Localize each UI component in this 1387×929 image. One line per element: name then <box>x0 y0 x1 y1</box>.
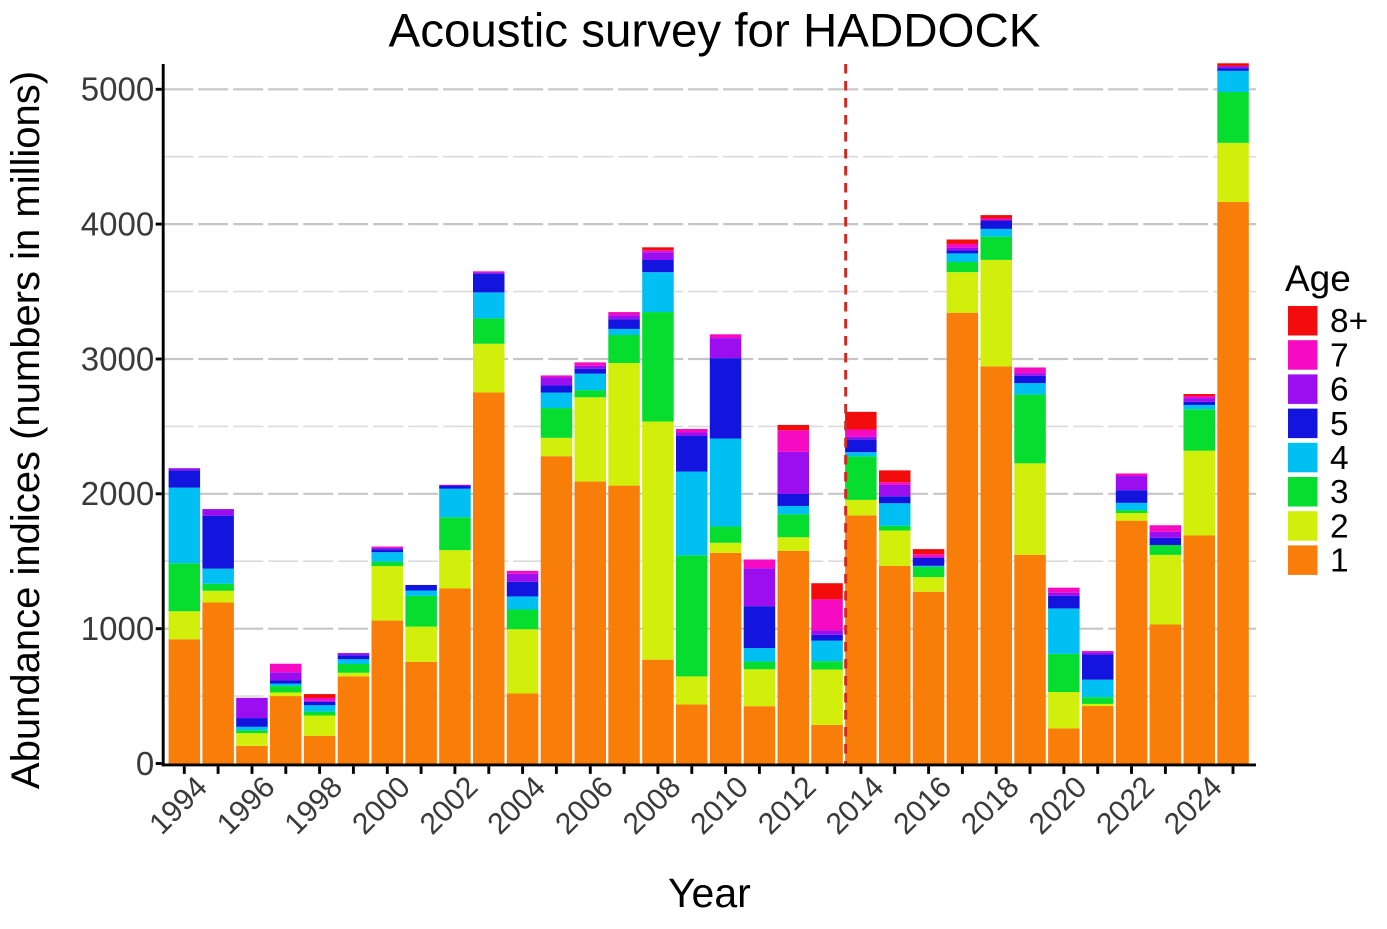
svg-text:2000: 2000 <box>81 475 154 512</box>
svg-text:5000: 5000 <box>81 71 154 108</box>
svg-text:1000: 1000 <box>81 610 154 647</box>
svg-text:Year: Year <box>668 870 751 916</box>
svg-text:Acoustic survey for HADDOCK: Acoustic survey for HADDOCK <box>389 5 1041 58</box>
svg-text:Age: Age <box>1285 258 1351 299</box>
svg-text:0: 0 <box>136 745 154 782</box>
svg-text:4000: 4000 <box>81 205 154 242</box>
svg-text:5: 5 <box>1330 406 1349 443</box>
svg-text:3000: 3000 <box>81 340 154 377</box>
svg-text:7: 7 <box>1330 337 1349 374</box>
svg-text:1: 1 <box>1330 543 1349 580</box>
svg-text:8+: 8+ <box>1330 303 1368 340</box>
svg-text:Abundance indices (numbers in: Abundance indices (numbers in millions) <box>4 71 48 789</box>
svg-text:2: 2 <box>1330 509 1349 546</box>
svg-text:3: 3 <box>1330 474 1349 511</box>
svg-text:4: 4 <box>1330 440 1349 477</box>
svg-text:6: 6 <box>1330 372 1349 409</box>
